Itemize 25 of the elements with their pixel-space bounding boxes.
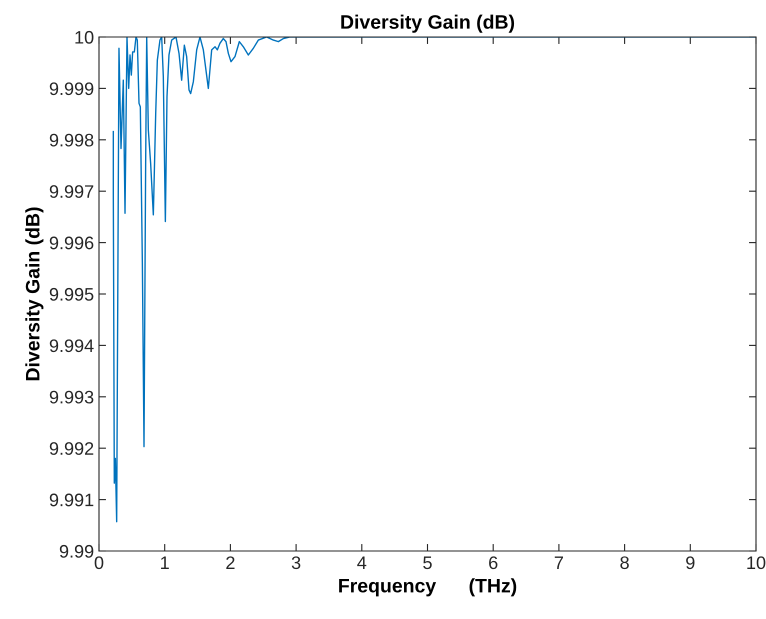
x-tick-label: 6 [489, 556, 498, 570]
x-tick-label: 4 [357, 556, 366, 569]
y-tick-label: 10 [75, 30, 94, 44]
y-tick-label: 9.992 [50, 442, 94, 455]
y-tick-label: 9.996 [50, 236, 94, 250]
x-tick-label: 7 [554, 556, 564, 569]
y-tick-label: 9.998 [50, 134, 94, 147]
y-tick-label: 9.994 [50, 339, 94, 352]
x-tick-label: 10 [747, 556, 766, 570]
x-tick-label: 8 [620, 556, 629, 570]
y-tick-label: 9.991 [50, 494, 94, 506]
y-tick-label: 9.999 [50, 82, 94, 96]
chart-title: Diversity Gain (dB) [341, 14, 514, 33]
x-tick-label: 2 [226, 556, 235, 569]
x-tick-label: 0 [94, 556, 104, 570]
x-axis-title: Frequency (THz) [339, 578, 516, 596]
y-tick-label: 9.997 [50, 185, 94, 198]
x-tick-label: 3 [292, 556, 300, 570]
y-tick-label: 9.995 [50, 288, 94, 301]
y-tick-label: 9.993 [50, 390, 94, 404]
x-tick-label: 9 [686, 556, 694, 570]
y-tick-label: 9.99 [60, 544, 94, 558]
y-axis-title: Diversity Gain (dB) [25, 207, 44, 380]
x-tick-label: 5 [423, 556, 432, 570]
x-tick-label: 1 [161, 556, 169, 569]
